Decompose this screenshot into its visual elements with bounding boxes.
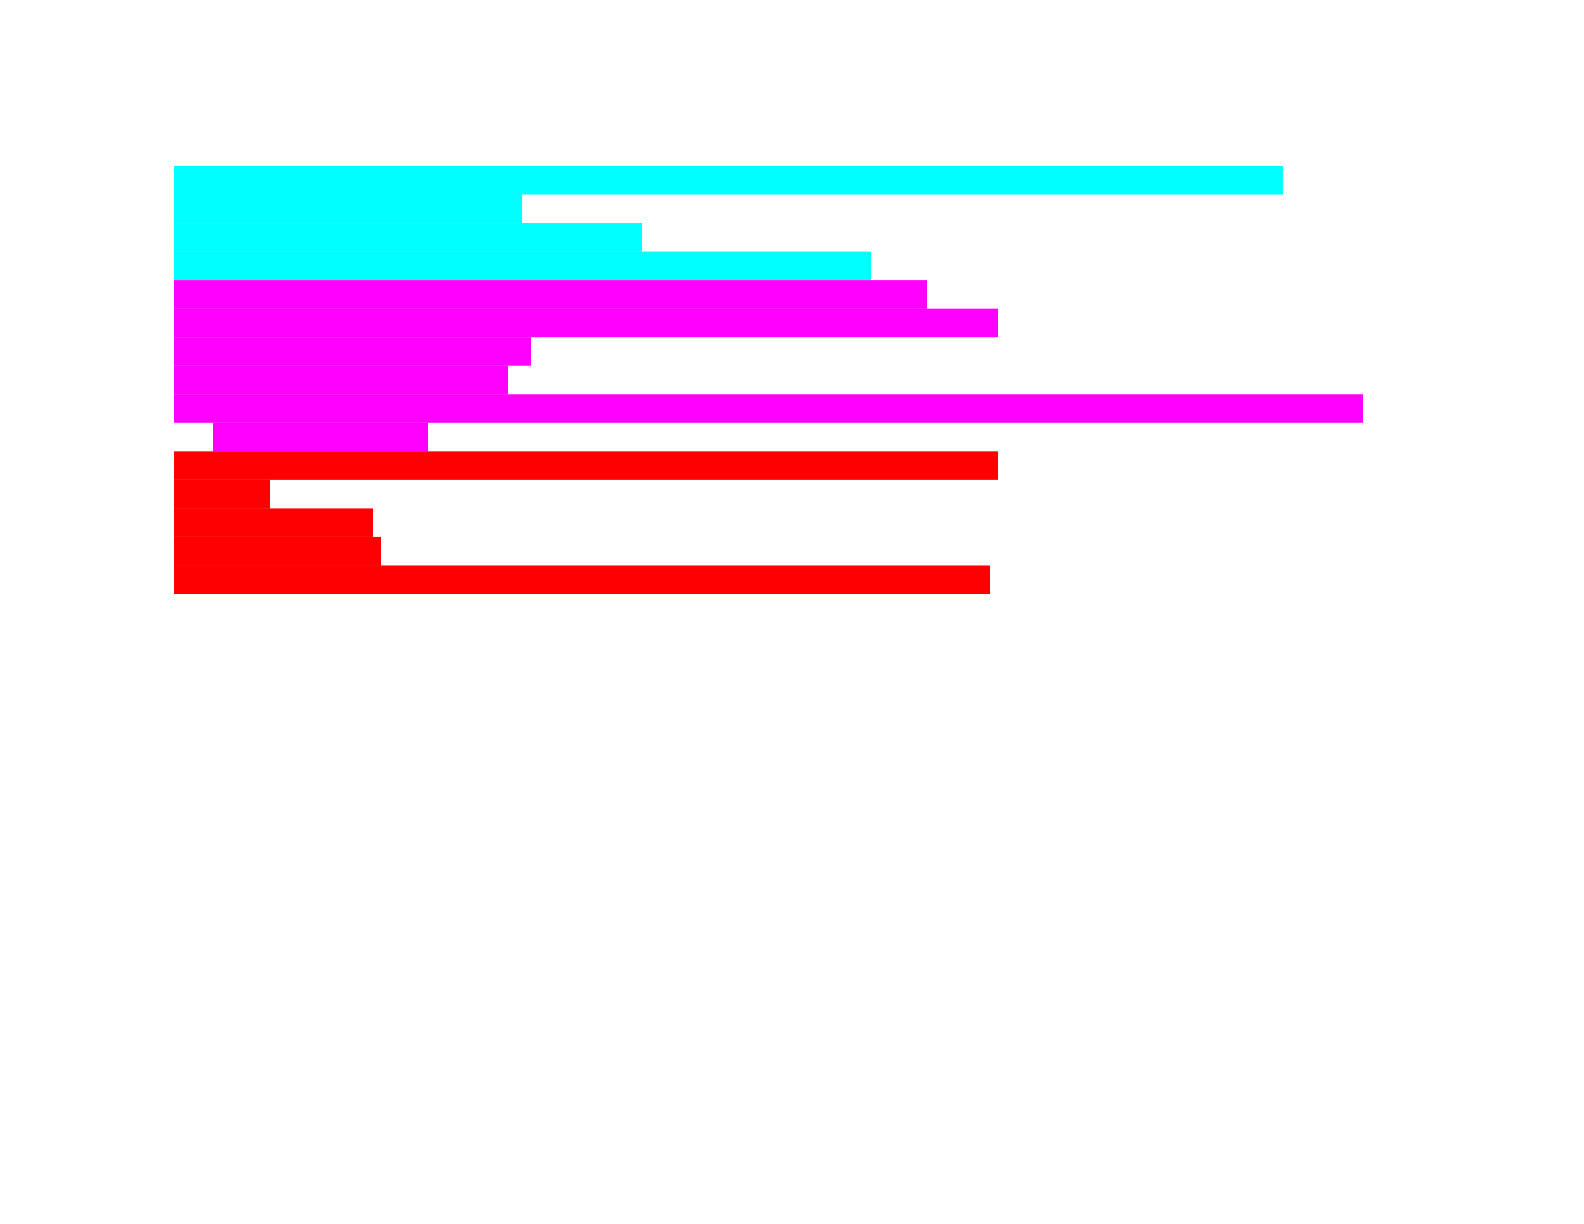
bar	[174, 194, 522, 224]
bar	[174, 308, 998, 338]
bar	[174, 394, 1363, 423]
bar	[174, 565, 990, 594]
bar	[174, 536, 381, 566]
bar	[174, 365, 508, 395]
bar	[213, 422, 428, 452]
bar	[174, 508, 373, 537]
bar	[174, 223, 642, 252]
bar	[174, 451, 998, 480]
bar	[174, 479, 270, 509]
bar	[174, 251, 871, 281]
bar	[174, 280, 927, 309]
bar	[174, 166, 1283, 195]
bar	[174, 337, 531, 366]
